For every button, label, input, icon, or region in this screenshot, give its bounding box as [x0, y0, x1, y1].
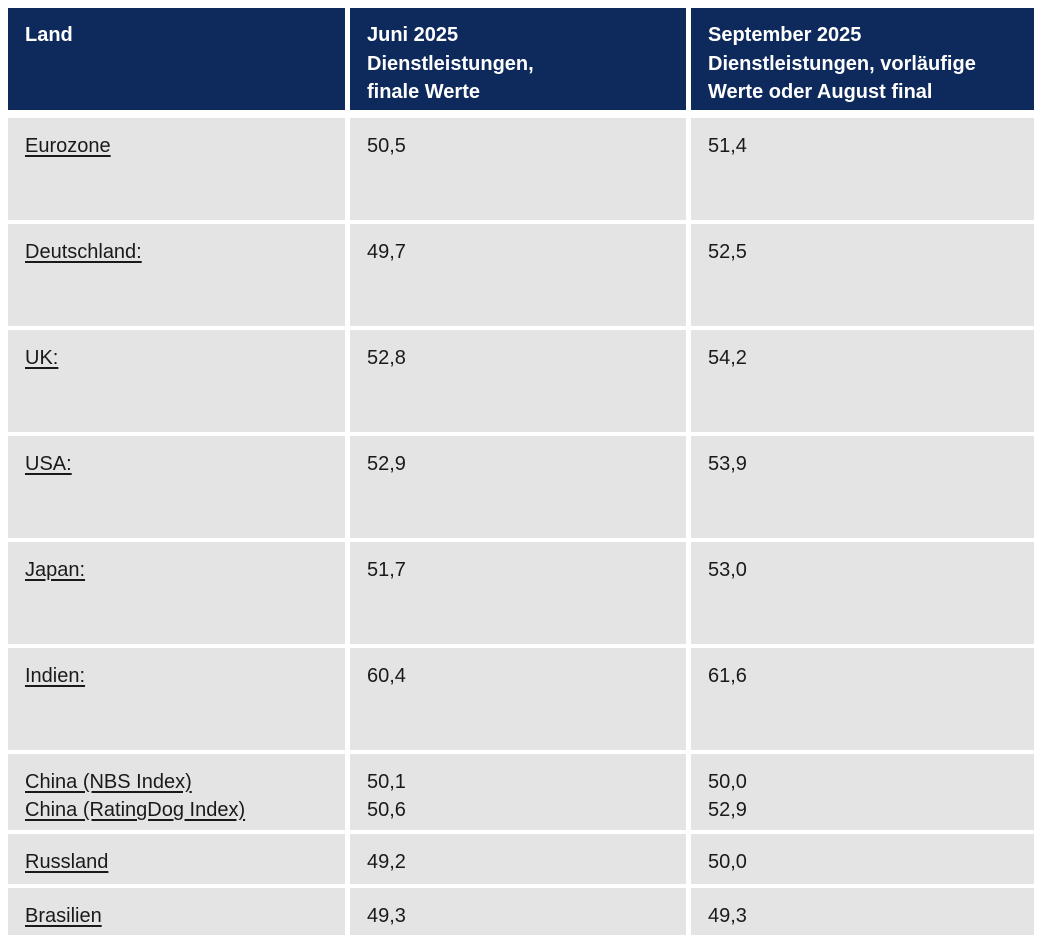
juni-value-cell: 52,9: [350, 436, 686, 538]
september-value-cell: 61,6: [691, 648, 1034, 750]
september-value-cell: 53,9: [691, 436, 1034, 538]
column-header-juni-2025: Juni 2025 Dienstleistungen, finale Werte: [350, 8, 686, 110]
juni-value-cell: 52,8: [350, 330, 686, 432]
country-cell: UK:: [8, 330, 345, 432]
juni-value-cell: 49,2: [350, 834, 686, 884]
september-value-cell: 50,0 52,9: [691, 754, 1034, 830]
country-cell: Deutschland:: [8, 224, 345, 326]
juni-value-cell: 49,7: [350, 224, 686, 326]
september-value-cell: 50,0: [691, 834, 1034, 884]
juni-value-cell: 49,3: [350, 888, 686, 935]
juni-value-cell: 50,5: [350, 118, 686, 220]
country-cell: China (NBS Index) China (RatingDog Index): [8, 754, 345, 830]
country-link-indien[interactable]: Indien:: [25, 665, 86, 687]
country-link-brasilien[interactable]: Brasilien: [25, 905, 102, 927]
country-link-eurozone[interactable]: Eurozone: [25, 135, 111, 157]
pmi-services-table: Land Juni 2025 Dienstleistungen, finale …: [8, 8, 1034, 935]
country-link-russland[interactable]: Russland: [25, 851, 109, 873]
juni-value-cell: 51,7: [350, 542, 686, 644]
juni-value-cell: 60,4: [350, 648, 686, 750]
country-link-uk[interactable]: UK:: [25, 347, 59, 369]
country-cell: USA:: [8, 436, 345, 538]
country-cell: Eurozone: [8, 118, 345, 220]
column-header-september-2025: September 2025 Dienstleistungen, vorläuf…: [691, 8, 1034, 110]
country-link-japan[interactable]: Japan:: [25, 559, 86, 581]
country-link-china-ratingdog-index[interactable]: China (RatingDog Index): [25, 799, 246, 821]
september-value-cell: 49,3: [691, 888, 1034, 935]
country-cell: Russland: [8, 834, 345, 884]
september-value-cell: 52,5: [691, 224, 1034, 326]
country-link-usa[interactable]: USA:: [25, 453, 72, 475]
september-value-cell: 54,2: [691, 330, 1034, 432]
country-link-deutschland[interactable]: Deutschland:: [25, 241, 142, 263]
country-cell: Japan:: [8, 542, 345, 644]
september-value-cell: 53,0: [691, 542, 1034, 644]
country-cell: Indien:: [8, 648, 345, 750]
column-header-land: Land: [8, 8, 345, 110]
country-link-china-nbs-index[interactable]: China (NBS Index): [25, 771, 192, 793]
juni-value-cell: 50,1 50,6: [350, 754, 686, 830]
country-cell: Brasilien: [8, 888, 345, 935]
september-value-cell: 51,4: [691, 118, 1034, 220]
